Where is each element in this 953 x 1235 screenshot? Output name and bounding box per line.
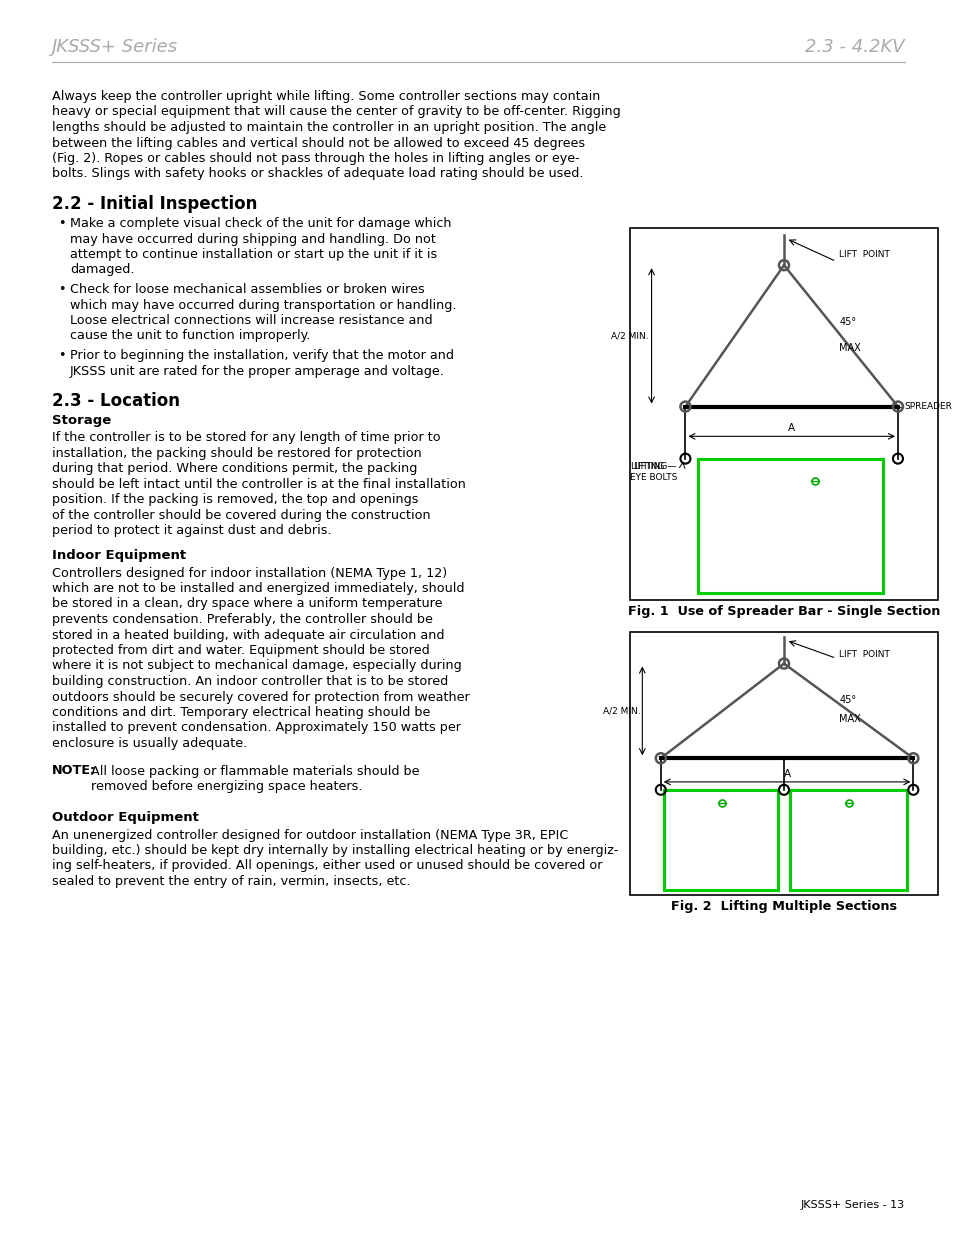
Text: •: • [58, 283, 66, 296]
Text: Prior to beginning the installation, verify that the motor and: Prior to beginning the installation, ver… [70, 350, 454, 362]
Text: A/2 MIN.: A/2 MIN. [610, 331, 648, 341]
Text: removed before energizing space heaters.: removed before energizing space heaters. [91, 781, 362, 793]
Text: which may have occurred during transportation or handling.: which may have occurred during transport… [70, 299, 456, 311]
Text: damaged.: damaged. [70, 263, 134, 277]
Text: protected from dirt and water. Equipment should be stored: protected from dirt and water. Equipment… [52, 643, 429, 657]
Text: ing self-heaters, if provided. All openings, either used or unused should be cov: ing self-heaters, if provided. All openi… [52, 860, 602, 872]
Text: prevents condensation. Preferably, the controller should be: prevents condensation. Preferably, the c… [52, 613, 433, 626]
Text: Fig. 2  Lifting Multiple Sections: Fig. 2 Lifting Multiple Sections [670, 900, 896, 913]
Text: JKSSS+ Series - 13: JKSSS+ Series - 13 [800, 1200, 904, 1210]
Text: lengths should be adjusted to maintain the controller in an upright position. Th: lengths should be adjusted to maintain t… [52, 121, 605, 135]
Text: building, etc.) should be kept dry internally by installing electrical heating o: building, etc.) should be kept dry inter… [52, 844, 618, 857]
Text: All loose packing or flammable materials should be: All loose packing or flammable materials… [91, 764, 419, 778]
Bar [629, 632, 937, 895]
Text: stored in a heated building, with adequate air circulation and: stored in a heated building, with adequa… [52, 629, 444, 641]
Text: If the controller is to be stored for any length of time prior to: If the controller is to be stored for an… [52, 431, 440, 445]
Text: period to protect it against dust and debris.: period to protect it against dust and de… [52, 524, 332, 537]
Text: 2.2 - Initial Inspection: 2.2 - Initial Inspection [52, 195, 257, 212]
Text: LIFT  POINT: LIFT POINT [839, 251, 889, 259]
Text: building construction. An indoor controller that is to be stored: building construction. An indoor control… [52, 676, 448, 688]
Text: of the controller should be covered during the construction: of the controller should be covered duri… [52, 509, 430, 521]
Bar [663, 790, 777, 889]
Text: JKSSS+ Series: JKSSS+ Series [52, 38, 178, 56]
Text: Fig. 1  Use of Spreader Bar - Single Section: Fig. 1 Use of Spreader Bar - Single Sect… [627, 605, 940, 618]
Text: cause the unit to function improperly.: cause the unit to function improperly. [70, 330, 310, 342]
Text: NOTE:: NOTE: [52, 764, 96, 778]
Text: LIFTING—: LIFTING— [633, 462, 676, 471]
Text: outdoors should be securely covered for protection from weather: outdoors should be securely covered for … [52, 690, 469, 704]
Text: A/2 MIN.: A/2 MIN. [602, 706, 639, 715]
Text: Indoor Equipment: Indoor Equipment [52, 550, 186, 562]
Text: MAX: MAX [839, 714, 861, 724]
Text: A: A [782, 769, 790, 779]
Text: attempt to continue installation or start up the unit if it is: attempt to continue installation or star… [70, 248, 436, 261]
Text: 45°: 45° [839, 695, 856, 705]
Text: bolts. Slings with safety hooks or shackles of adequate load rating should be us: bolts. Slings with safety hooks or shack… [52, 168, 583, 180]
Text: Outdoor Equipment: Outdoor Equipment [52, 811, 198, 825]
Text: •: • [58, 217, 66, 230]
Text: EYE BOLTS: EYE BOLTS [629, 473, 677, 482]
Text: heavy or special equipment that will cause the center of gravity to be off-cente: heavy or special equipment that will cau… [52, 105, 620, 119]
Text: during that period. Where conditions permit, the packing: during that period. Where conditions per… [52, 462, 417, 475]
Text: JKSSS unit are rated for the proper amperage and voltage.: JKSSS unit are rated for the proper ampe… [70, 364, 444, 378]
Text: be stored in a clean, dry space where a uniform temperature: be stored in a clean, dry space where a … [52, 598, 442, 610]
Text: position. If the packing is removed, the top and openings: position. If the packing is removed, the… [52, 493, 418, 506]
Text: which are not to be installed and energized immediately, should: which are not to be installed and energi… [52, 582, 464, 595]
Text: 2.3 - Location: 2.3 - Location [52, 391, 180, 410]
Text: Check for loose mechanical assemblies or broken wires: Check for loose mechanical assemblies or… [70, 283, 424, 296]
Text: (Fig. 2). Ropes or cables should not pass through the holes in lifting angles or: (Fig. 2). Ropes or cables should not pas… [52, 152, 579, 165]
Text: 45°: 45° [839, 317, 856, 327]
Text: Make a complete visual check of the unit for damage which: Make a complete visual check of the unit… [70, 217, 451, 230]
Text: LIFT  POINT: LIFT POINT [839, 651, 889, 659]
Text: A: A [787, 424, 795, 433]
Text: An unenergized controller designed for outdoor installation (NEMA Type 3R, EPIC: An unenergized controller designed for o… [52, 829, 568, 841]
Text: •: • [58, 350, 66, 362]
Text: installed to prevent condensation. Approximately 150 watts per: installed to prevent condensation. Appro… [52, 721, 460, 735]
Text: where it is not subject to mechanical damage, especially during: where it is not subject to mechanical da… [52, 659, 461, 673]
Text: between the lifting cables and vertical should not be allowed to exceed 45 degre: between the lifting cables and vertical … [52, 137, 584, 149]
Text: enclosure is usually adequate.: enclosure is usually adequate. [52, 737, 247, 750]
Bar [629, 228, 937, 600]
Bar [789, 790, 906, 889]
Text: may have occurred during shipping and handling. Do not: may have occurred during shipping and ha… [70, 232, 436, 246]
Text: sealed to prevent the entry of rain, vermin, insects, etc.: sealed to prevent the entry of rain, ver… [52, 876, 410, 888]
Text: conditions and dirt. Temporary electrical heating should be: conditions and dirt. Temporary electrica… [52, 706, 430, 719]
Text: SPREADER: SPREADER [903, 403, 951, 411]
Text: LIFTING: LIFTING [629, 462, 663, 471]
Text: installation, the packing should be restored for protection: installation, the packing should be rest… [52, 447, 421, 459]
Text: Loose electrical connections will increase resistance and: Loose electrical connections will increa… [70, 314, 432, 327]
Text: 2.3 - 4.2KV: 2.3 - 4.2KV [804, 38, 904, 56]
Text: Controllers designed for indoor installation (NEMA Type 1, 12): Controllers designed for indoor installa… [52, 567, 447, 579]
Text: Always keep the controller upright while lifting. Some controller sections may c: Always keep the controller upright while… [52, 90, 599, 103]
Text: should be left intact until the controller is at the final installation: should be left intact until the controll… [52, 478, 465, 490]
Text: MAX: MAX [839, 343, 861, 353]
Text: Storage: Storage [52, 414, 112, 427]
Bar [697, 458, 882, 593]
